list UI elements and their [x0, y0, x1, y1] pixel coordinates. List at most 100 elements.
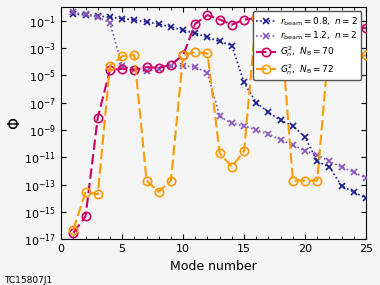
$G_n^2,\ N_{\mathrm{B}} = 72$ [364, 53, 368, 57]
$r_{\mathrm{beam}} = 0.8,\ n = 2$ [83, 13, 88, 17]
$G_n^2,\ N_{\mathrm{B}} = 70$ [315, 23, 320, 27]
$G_n^2,\ N_{\mathrm{B}} = 70$ [108, 68, 112, 72]
$G_n^2,\ N_{\mathrm{B}} = 70$ [132, 68, 137, 72]
Line: $r_{\mathrm{beam}} = 1.2,\ n = 2$: $r_{\mathrm{beam}} = 1.2,\ n = 2$ [70, 9, 369, 182]
$G_n^2,\ N_{\mathrm{B}} = 70$ [217, 18, 222, 21]
$G_n^2,\ N_{\mathrm{B}} = 72$ [266, 19, 271, 22]
$r_{\mathrm{beam}} = 0.8,\ n = 2$ [254, 101, 258, 104]
$r_{\mathrm{beam}} = 1.2,\ n = 2$ [132, 68, 137, 72]
$r_{\mathrm{beam}} = 1.2,\ n = 2$ [254, 128, 258, 132]
$G_n^2,\ N_{\mathrm{B}} = 70$ [266, 23, 271, 27]
$G_n^2,\ N_{\mathrm{B}} = 70$ [327, 25, 332, 28]
Line: $r_{\mathrm{beam}} = 0.8,\ n = 2$: $r_{\mathrm{beam}} = 0.8,\ n = 2$ [70, 11, 369, 202]
$r_{\mathrm{beam}} = 1.2,\ n = 2$ [242, 124, 246, 128]
$r_{\mathrm{beam}} = 0.8,\ n = 2$ [132, 18, 137, 22]
$G_n^2,\ N_{\mathrm{B}} = 70$ [193, 22, 198, 25]
$G_n^2,\ N_{\mathrm{B}} = 70$ [181, 53, 185, 57]
$G_n^2,\ N_{\mathrm{B}} = 70$ [169, 63, 173, 66]
$r_{\mathrm{beam}} = 0.8,\ n = 2$ [327, 165, 332, 169]
$G_n^2,\ N_{\mathrm{B}} = 72$ [303, 179, 307, 182]
$r_{\mathrm{beam}} = 0.8,\ n = 2$ [230, 44, 234, 47]
$G_n^2,\ N_{\mathrm{B}} = 72$ [71, 228, 76, 231]
$G_n^2,\ N_{\mathrm{B}} = 72$ [169, 179, 173, 182]
$G_n^2,\ N_{\mathrm{B}} = 70$ [242, 18, 246, 21]
$r_{\mathrm{beam}} = 0.8,\ n = 2$ [157, 23, 161, 26]
$G_n^2,\ N_{\mathrm{B}} = 72$ [132, 53, 137, 57]
$r_{\mathrm{beam}} = 1.2,\ n = 2$ [279, 138, 283, 141]
$r_{\mathrm{beam}} = 1.2,\ n = 2$ [144, 70, 149, 73]
$G_n^2,\ N_{\mathrm{B}} = 72$ [217, 152, 222, 155]
$G_n^2,\ N_{\mathrm{B}} = 72$ [315, 179, 320, 182]
$r_{\mathrm{beam}} = 0.8,\ n = 2$ [205, 36, 210, 39]
$r_{\mathrm{beam}} = 0.8,\ n = 2$ [279, 119, 283, 122]
$r_{\mathrm{beam}} = 0.8,\ n = 2$ [242, 81, 246, 84]
$r_{\mathrm{beam}} = 0.8,\ n = 2$ [71, 12, 76, 16]
$r_{\mathrm{beam}} = 0.8,\ n = 2$ [303, 135, 307, 139]
$r_{\mathrm{beam}} = 1.2,\ n = 2$ [339, 165, 344, 169]
$G_n^2,\ N_{\mathrm{B}} = 72$ [279, 23, 283, 27]
$G_n^2,\ N_{\mathrm{B}} = 70$ [95, 116, 100, 119]
$G_n^2,\ N_{\mathrm{B}} = 72$ [254, 15, 258, 18]
X-axis label: Mode number: Mode number [170, 260, 257, 273]
$G_n^2,\ N_{\mathrm{B}} = 72$ [193, 50, 198, 54]
$r_{\mathrm{beam}} = 0.8,\ n = 2$ [217, 40, 222, 43]
$G_n^2,\ N_{\mathrm{B}} = 72$ [157, 190, 161, 194]
Line: $G_n^2,\ N_{\mathrm{B}} = 72$: $G_n^2,\ N_{\mathrm{B}} = 72$ [69, 12, 370, 234]
$G_n^2,\ N_{\mathrm{B}} = 72$ [95, 193, 100, 196]
$r_{\mathrm{beam}} = 1.2,\ n = 2$ [157, 67, 161, 70]
$G_n^2,\ N_{\mathrm{B}} = 72$ [83, 190, 88, 194]
$r_{\mathrm{beam}} = 1.2,\ n = 2$ [95, 15, 100, 19]
$r_{\mathrm{beam}} = 0.8,\ n = 2$ [144, 20, 149, 24]
$G_n^2,\ N_{\mathrm{B}} = 72$ [108, 64, 112, 68]
$r_{\mathrm{beam}} = 1.2,\ n = 2$ [205, 71, 210, 75]
$G_n^2,\ N_{\mathrm{B}} = 70$ [339, 26, 344, 29]
$G_n^2,\ N_{\mathrm{B}} = 70$ [230, 23, 234, 27]
Line: $G_n^2,\ N_{\mathrm{B}} = 70$: $G_n^2,\ N_{\mathrm{B}} = 70$ [69, 11, 370, 237]
$G_n^2,\ N_{\mathrm{B}} = 72$ [144, 179, 149, 182]
$G_n^2,\ N_{\mathrm{B}} = 70$ [364, 26, 368, 29]
$r_{\mathrm{beam}} = 0.8,\ n = 2$ [95, 14, 100, 18]
$G_n^2,\ N_{\mathrm{B}} = 70$ [83, 214, 88, 218]
$G_n^2,\ N_{\mathrm{B}} = 72$ [291, 179, 295, 182]
$G_n^2,\ N_{\mathrm{B}} = 70$ [144, 65, 149, 69]
$G_n^2,\ N_{\mathrm{B}} = 70$ [120, 67, 124, 70]
$G_n^2,\ N_{\mathrm{B}} = 70$ [205, 13, 210, 17]
$r_{\mathrm{beam}} = 1.2,\ n = 2$ [303, 149, 307, 152]
$G_n^2,\ N_{\mathrm{B}} = 72$ [352, 56, 356, 59]
$r_{\mathrm{beam}} = 0.8,\ n = 2$ [169, 25, 173, 28]
$r_{\mathrm{beam}} = 1.2,\ n = 2$ [266, 133, 271, 136]
$r_{\mathrm{beam}} = 0.8,\ n = 2$ [364, 197, 368, 200]
$r_{\mathrm{beam}} = 1.2,\ n = 2$ [327, 160, 332, 163]
$G_n^2,\ N_{\mathrm{B}} = 70$ [279, 24, 283, 28]
$G_n^2,\ N_{\mathrm{B}} = 70$ [71, 231, 76, 235]
$r_{\mathrm{beam}} = 1.2,\ n = 2$ [315, 153, 320, 157]
$r_{\mathrm{beam}} = 1.2,\ n = 2$ [83, 12, 88, 16]
$G_n^2,\ N_{\mathrm{B}} = 70$ [303, 25, 307, 28]
$G_n^2,\ N_{\mathrm{B}} = 72$ [327, 37, 332, 40]
$G_n^2,\ N_{\mathrm{B}} = 70$ [352, 26, 356, 29]
$r_{\mathrm{beam}} = 1.2,\ n = 2$ [71, 11, 76, 14]
$r_{\mathrm{beam}} = 0.8,\ n = 2$ [120, 17, 124, 20]
$r_{\mathrm{beam}} = 0.8,\ n = 2$ [193, 32, 198, 35]
$r_{\mathrm{beam}} = 0.8,\ n = 2$ [181, 28, 185, 32]
$r_{\mathrm{beam}} = 1.2,\ n = 2$ [291, 143, 295, 147]
$r_{\mathrm{beam}} = 1.2,\ n = 2$ [193, 65, 198, 69]
$G_n^2,\ N_{\mathrm{B}} = 70$ [157, 66, 161, 70]
$G_n^2,\ N_{\mathrm{B}} = 70$ [291, 23, 295, 27]
Y-axis label: $\Phi$: $\Phi$ [7, 117, 23, 130]
$G_n^2,\ N_{\mathrm{B}} = 70$ [254, 17, 258, 20]
$G_n^2,\ N_{\mathrm{B}} = 72$ [339, 53, 344, 57]
$r_{\mathrm{beam}} = 1.2,\ n = 2$ [181, 64, 185, 68]
$G_n^2,\ N_{\mathrm{B}} = 72$ [120, 54, 124, 58]
$r_{\mathrm{beam}} = 1.2,\ n = 2$ [364, 176, 368, 180]
$r_{\mathrm{beam}} = 1.2,\ n = 2$ [352, 171, 356, 174]
$r_{\mathrm{beam}} = 0.8,\ n = 2$ [315, 160, 320, 163]
$G_n^2,\ N_{\mathrm{B}} = 72$ [205, 52, 210, 55]
$r_{\mathrm{beam}} = 0.8,\ n = 2$ [108, 15, 112, 19]
$r_{\mathrm{beam}} = 1.2,\ n = 2$ [217, 115, 222, 118]
$r_{\mathrm{beam}} = 0.8,\ n = 2$ [352, 190, 356, 194]
$G_n^2,\ N_{\mathrm{B}} = 72$ [181, 53, 185, 57]
$r_{\mathrm{beam}} = 0.8,\ n = 2$ [266, 111, 271, 114]
Legend: $r_{\mathrm{beam}} = 0.8,\ n = 2$, $r_{\mathrm{beam}} = 1.2,\ n = 2$, $G_n^2,\ N: $r_{\mathrm{beam}} = 0.8,\ n = 2$, $r_{\… [253, 11, 361, 80]
$r_{\mathrm{beam}} = 1.2,\ n = 2$ [230, 122, 234, 125]
